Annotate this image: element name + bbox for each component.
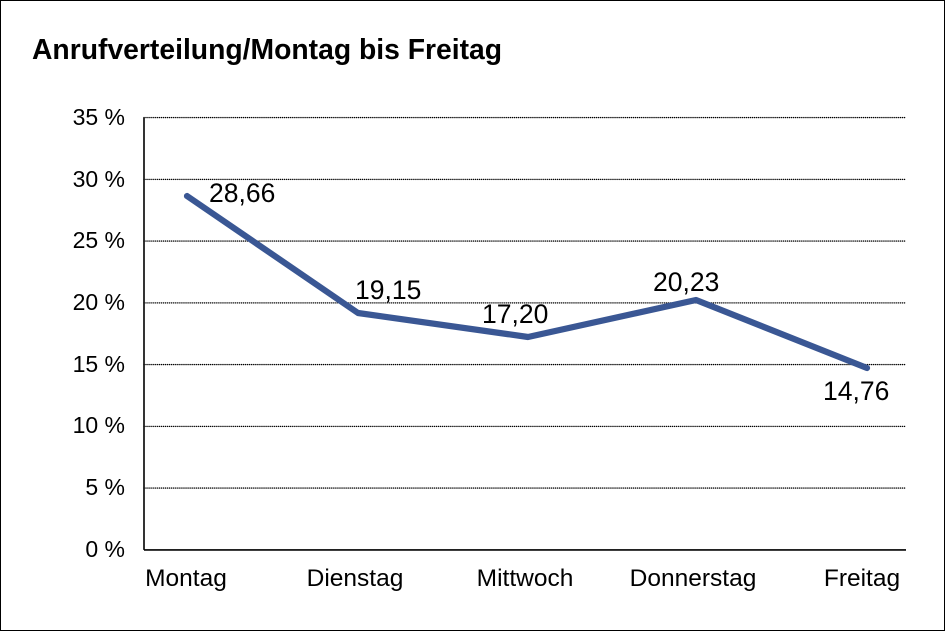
svg-text:25 %: 25 % bbox=[73, 227, 125, 253]
svg-text:5 %: 5 % bbox=[85, 474, 125, 500]
svg-text:Donnerstag: Donnerstag bbox=[630, 565, 757, 592]
svg-text:20,23: 20,23 bbox=[653, 267, 719, 297]
svg-text:28,66: 28,66 bbox=[209, 178, 275, 208]
svg-text:20 %: 20 % bbox=[73, 289, 125, 315]
svg-text:Mittwoch: Mittwoch bbox=[477, 565, 574, 592]
svg-text:30 %: 30 % bbox=[73, 166, 125, 192]
svg-text:Montag: Montag bbox=[145, 565, 227, 592]
svg-text:Freitag: Freitag bbox=[824, 565, 900, 592]
svg-text:15 %: 15 % bbox=[73, 351, 125, 377]
svg-text:19,15: 19,15 bbox=[355, 275, 421, 305]
svg-text:0 %: 0 % bbox=[85, 536, 125, 562]
svg-text:10 %: 10 % bbox=[73, 412, 125, 438]
svg-text:17,20: 17,20 bbox=[482, 299, 548, 329]
svg-text:14,76: 14,76 bbox=[823, 376, 889, 406]
svg-text:35 %: 35 % bbox=[73, 104, 125, 130]
svg-text:Dienstag: Dienstag bbox=[307, 565, 404, 592]
